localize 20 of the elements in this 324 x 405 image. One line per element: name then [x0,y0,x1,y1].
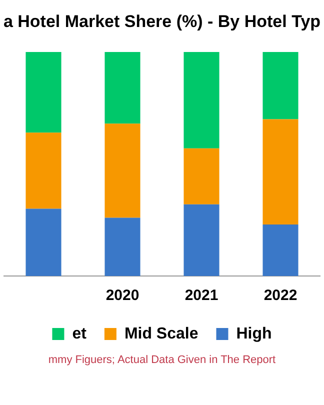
x-tick-label: 2020 [106,287,140,304]
legend-label: Mid Scale [124,325,198,342]
bar [26,132,62,209]
bar [26,208,62,276]
bar [262,52,298,120]
bar [104,124,140,218]
bar [104,218,140,276]
legend-label: High [236,325,272,342]
bar [184,204,220,276]
bar [26,52,62,133]
x-tick-label: 2022 [264,287,298,304]
chart-title: a Hotel Market Shere (%) - By Hotel Typ [2,12,322,32]
bar [262,224,298,276]
legend-label: et [72,325,88,342]
bar [104,52,140,124]
bar [184,148,220,204]
x-tick-label: 2021 [184,287,218,304]
text: mmy Figuers; Actual Data Given in The Report [47,354,277,366]
bar [262,119,298,224]
bar [184,52,220,148]
